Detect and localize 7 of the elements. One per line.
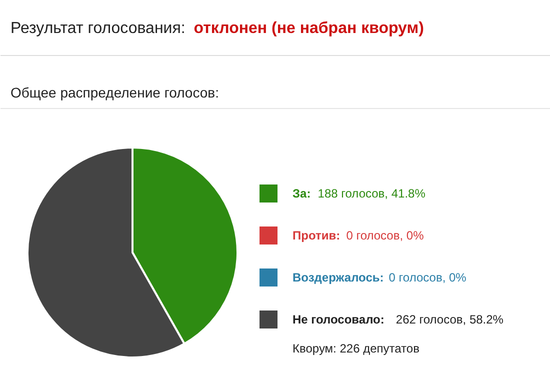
legend-label: Против: 0 голосов, 0% — [292, 228, 424, 242]
legend-label: Воздержалось: 0 голосов, 0% — [292, 270, 467, 284]
text: Кворум: 226 депутатов — [292, 342, 420, 356]
chart-title: Результат голосования: отклонен (не набран кворум) — [10, 20, 424, 37]
legend-label: Не голосовало: 262 голосов, 58.2% — [292, 312, 504, 326]
chart-subtitle: Общее распределение голосов: — [10, 84, 219, 100]
legend-label: За: 188 голосов, 41.8% — [292, 186, 426, 200]
